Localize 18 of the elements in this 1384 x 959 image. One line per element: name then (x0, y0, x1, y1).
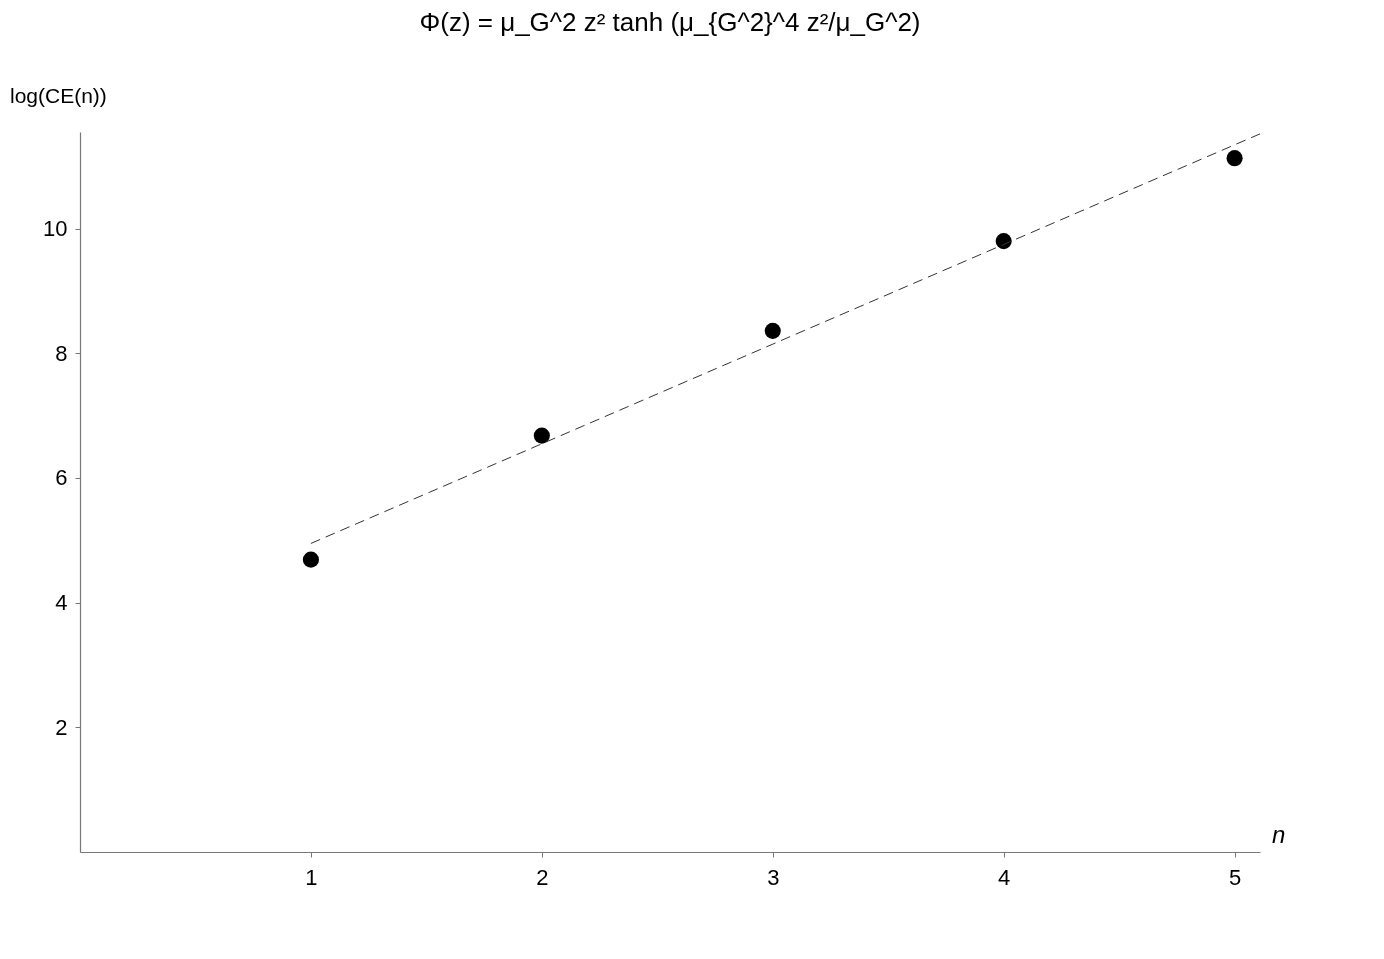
x-axis-title: n (1272, 821, 1286, 848)
y-tick-label: 2 (55, 714, 68, 740)
point (533, 427, 550, 444)
chart-title: Φ(z) = μ_G^2 z² tanh (μ_{G^2}^4 z²/μ_G^2) (419, 7, 921, 37)
point (302, 551, 319, 568)
y-tick-label: 4 (55, 590, 68, 616)
y-tick-label: 8 (55, 340, 68, 366)
x-tick-label: 1 (305, 864, 318, 890)
point (764, 322, 781, 339)
y-axis-title: log(CE(n)) (10, 84, 107, 107)
point (995, 233, 1012, 250)
x-tick-label: 3 (767, 864, 780, 890)
point (1226, 150, 1243, 167)
x-tick-label: 4 (998, 864, 1011, 890)
x-tick-label: 2 (536, 864, 549, 890)
x-tick-label: 5 (1228, 864, 1242, 890)
y-tick-label: 10 (43, 216, 68, 242)
y-tick-label: 6 (55, 465, 68, 491)
